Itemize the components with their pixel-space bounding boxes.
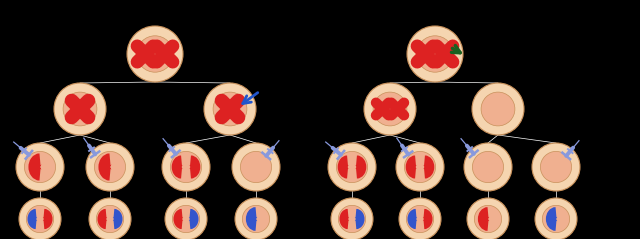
- Circle shape: [213, 92, 247, 126]
- Circle shape: [337, 151, 367, 183]
- Circle shape: [399, 198, 441, 239]
- Circle shape: [535, 198, 577, 239]
- Circle shape: [127, 26, 183, 82]
- Circle shape: [417, 36, 453, 72]
- Circle shape: [474, 205, 502, 233]
- Circle shape: [95, 151, 125, 183]
- Circle shape: [339, 205, 365, 233]
- Circle shape: [467, 198, 509, 239]
- Circle shape: [472, 151, 504, 183]
- Circle shape: [481, 92, 515, 126]
- Circle shape: [542, 205, 570, 233]
- Circle shape: [232, 143, 280, 191]
- Circle shape: [165, 198, 207, 239]
- Circle shape: [241, 151, 271, 183]
- Circle shape: [170, 151, 202, 183]
- Circle shape: [26, 205, 54, 233]
- Circle shape: [406, 205, 434, 233]
- Circle shape: [63, 92, 97, 126]
- Circle shape: [235, 198, 277, 239]
- Circle shape: [172, 205, 200, 233]
- Circle shape: [204, 83, 256, 135]
- Circle shape: [137, 36, 173, 72]
- Circle shape: [331, 198, 373, 239]
- Circle shape: [373, 92, 407, 126]
- Circle shape: [24, 151, 56, 183]
- Circle shape: [54, 83, 106, 135]
- Circle shape: [97, 205, 124, 233]
- Circle shape: [532, 143, 580, 191]
- Circle shape: [472, 83, 524, 135]
- Circle shape: [396, 143, 444, 191]
- Circle shape: [19, 198, 61, 239]
- Circle shape: [404, 151, 436, 183]
- Circle shape: [364, 83, 416, 135]
- Circle shape: [86, 143, 134, 191]
- Circle shape: [407, 26, 463, 82]
- Circle shape: [162, 143, 210, 191]
- Circle shape: [243, 205, 269, 233]
- Circle shape: [89, 198, 131, 239]
- Circle shape: [328, 143, 376, 191]
- Circle shape: [464, 143, 512, 191]
- Circle shape: [16, 143, 64, 191]
- Circle shape: [540, 151, 572, 183]
